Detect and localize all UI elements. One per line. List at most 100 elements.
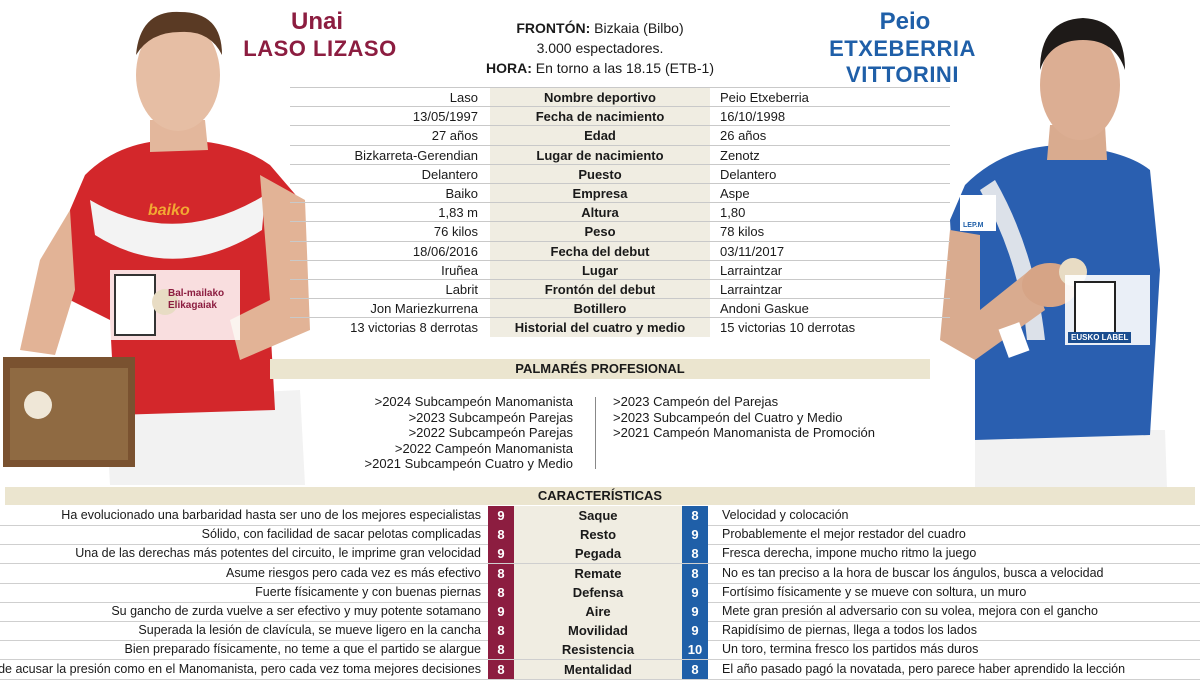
caracteristica-right-score: 10 bbox=[682, 640, 708, 660]
caracteristica-row: Superada la lesión de clavícula, se muev… bbox=[0, 621, 1200, 642]
comparison-row: Iruñea Lugar Larraintzar bbox=[290, 259, 950, 280]
comparison-row: 13/05/1997 Fecha de nacimiento 16/10/1998 bbox=[290, 106, 950, 127]
player-photo-etxeberria: EUSKO LABEL LEP.M bbox=[935, 10, 1200, 488]
comparison-label: Botillero bbox=[490, 299, 710, 319]
caracteristica-label: Resto bbox=[514, 525, 682, 545]
sponsor-text: Bal-mailako Elikagaiak bbox=[168, 288, 225, 311]
comparison-left-value: Delantero bbox=[421, 166, 478, 182]
palmares-right-item: >2023 Subcampeón del Cuatro y Medio bbox=[613, 409, 843, 425]
caracteristica-label: Resistencia bbox=[514, 640, 682, 660]
caracteristica-right-score: 8 bbox=[682, 563, 708, 583]
comparison-left-value: 13/05/1997 bbox=[412, 109, 478, 125]
venue-hora: HORA: En torno a las 18.15 (ETB-1) bbox=[440, 60, 760, 76]
comparison-row: Labrit Frontón del debut Larraintzar bbox=[290, 279, 950, 299]
caracteristica-right-score: 9 bbox=[682, 525, 708, 545]
comparison-right-value: Larraintzar bbox=[720, 282, 783, 297]
caracteristica-label: Aire bbox=[514, 602, 682, 621]
lepm-logo: LEP.M bbox=[963, 222, 984, 229]
comparison-left-value: Jon Mariezkurrena bbox=[370, 301, 478, 317]
comparison-left-value: 76 kilos bbox=[433, 224, 478, 240]
caracteristica-left-score: 8 bbox=[488, 525, 514, 545]
caracteristica-right-text: No es tan preciso a la hora de buscar lo… bbox=[722, 565, 1104, 580]
palmares-right-item: >2023 Campeón del Parejas bbox=[613, 394, 779, 409]
palmares-left-item: >2023 Subcampeón Parejas bbox=[408, 409, 573, 425]
caracteristica-left-score: 8 bbox=[488, 563, 514, 583]
caracteristica-label: Pegada bbox=[514, 544, 682, 564]
caracteristica-left-text: Bien preparado físicamente, no teme a qu… bbox=[124, 642, 481, 657]
left-player-last-name: LASO LIZASO bbox=[243, 36, 397, 61]
caracteristica-right-score: 8 bbox=[682, 659, 708, 679]
caracteristica-left-score: 9 bbox=[488, 506, 514, 525]
caracteristica-right-text: Fresca derecha, impone mucho ritmo la ju… bbox=[722, 546, 977, 561]
comparison-label: Edad bbox=[490, 126, 710, 146]
comparison-left-value: 13 victorias 8 derrotas bbox=[350, 320, 478, 336]
caracteristica-right-text: El año pasado pagó la novatada, pero par… bbox=[722, 661, 1126, 676]
caracteristica-row: Asume riesgos pero cada vez es más efect… bbox=[0, 563, 1200, 584]
comparison-label: Fecha de nacimiento bbox=[490, 107, 710, 127]
left-player-first-name: Unai bbox=[290, 8, 343, 35]
caracteristica-right-score: 8 bbox=[682, 544, 708, 564]
hora-value: En torno a las 18.15 (ETB-1) bbox=[535, 60, 714, 76]
comparison-right-value: Aspe bbox=[720, 186, 750, 201]
comparison-row: Baiko Empresa Aspe bbox=[290, 183, 950, 203]
venue-spectators: 3.000 espectadores. bbox=[536, 40, 664, 56]
comparison-left-value: 1,83 m bbox=[438, 205, 478, 221]
comparison-label: Lugar bbox=[490, 260, 710, 280]
caracteristica-right-score: 9 bbox=[682, 621, 708, 641]
comparison-right-value: 15 victorias 10 derrotas bbox=[720, 320, 856, 336]
comparison-right-value: 78 kilos bbox=[720, 224, 765, 240]
caracteristica-right-score: 9 bbox=[682, 602, 708, 621]
comparison-row: Delantero Puesto Delantero bbox=[290, 163, 950, 184]
comparison-left-value: Labrit bbox=[445, 282, 478, 297]
caracteristica-left-score: 9 bbox=[488, 544, 514, 564]
comparison-label: Frontón del debut bbox=[490, 280, 710, 299]
palmares-right-item: >2021 Campeón Manomanista de Promoción bbox=[613, 425, 875, 440]
player-photo-laso: baiko Bal-mailako Elikagaiak bbox=[0, 0, 320, 485]
caracteristica-left-text: Su gancho de zurda vuelve a ser efectivo… bbox=[111, 604, 481, 618]
comparison-row: 18/06/2016 Fecha del debut 03/11/2017 bbox=[290, 240, 950, 261]
comparison-row: Laso Nombre deportivo Peio Etxeberria bbox=[290, 87, 950, 107]
comparison-left-value: Laso bbox=[449, 90, 478, 105]
baiko-logo: baiko bbox=[148, 202, 190, 219]
caracteristica-label: Remate bbox=[514, 563, 682, 583]
comparison-right-value: Peio Etxeberria bbox=[720, 90, 809, 105]
caracteristica-row: Ha evolucionado una barbaridad hasta ser… bbox=[0, 506, 1200, 526]
caracteristica-label: Saque bbox=[514, 506, 682, 525]
palmares-left-item: >2021 Subcampeón Cuatro y Medio bbox=[364, 456, 574, 471]
palmares-left-item: >2024 Subcampeón Manomanista bbox=[374, 394, 573, 409]
caracteristica-label: Defensa bbox=[514, 582, 682, 602]
comparison-right-value: 16/10/1998 bbox=[720, 109, 786, 125]
comparison-right-value: Delantero bbox=[720, 166, 777, 182]
fronton-label: FRONTÓN: bbox=[516, 20, 591, 36]
palmares-title: PALMARÉS PROFESIONAL bbox=[270, 359, 930, 379]
caracteristicas-title: CARACTERÍSTICAS bbox=[5, 487, 1195, 505]
caracteristica-left-text: Asume riesgos pero cada vez es más efect… bbox=[226, 565, 481, 580]
comparison-row: 27 años Edad 26 años bbox=[290, 125, 950, 146]
comparison-left-value: 18/06/2016 bbox=[412, 243, 478, 259]
caracteristica-row: Una de las derechas más potentes del cir… bbox=[0, 544, 1200, 565]
comparison-right-value: Andoni Gaskue bbox=[720, 301, 809, 317]
comparison-label: Nombre deportivo bbox=[490, 88, 710, 107]
right-player-first-name: Peio bbox=[879, 8, 931, 35]
caracteristica-left-text: Fuerte físicamente y con buenas piernas bbox=[255, 584, 481, 599]
caracteristica-right-score: 9 bbox=[682, 582, 708, 602]
comparison-row: 1,83 m Altura 1,80 bbox=[290, 202, 950, 223]
caracteristica-row: Puede acusar la presión como en el Manom… bbox=[0, 659, 1200, 680]
caracteristica-right-text: Probablemente el mejor restador del cuad… bbox=[722, 527, 966, 542]
caracteristica-right-text: Un toro, termina fresco los partidos más… bbox=[722, 642, 979, 657]
comparison-left-value: 27 años bbox=[431, 128, 478, 144]
comparison-left-value: Iruñea bbox=[441, 262, 478, 278]
comparison-label: Lugar de nacimiento bbox=[490, 145, 710, 165]
caracteristica-left-score: 8 bbox=[488, 640, 514, 660]
comparison-row: 76 kilos Peso 78 kilos bbox=[290, 221, 950, 242]
caracteristica-right-text: Rapidísimo de piernas, llega a todos los… bbox=[722, 623, 978, 638]
caracteristica-label: Mentalidad bbox=[514, 659, 682, 679]
comparison-label: Fecha del debut bbox=[490, 241, 710, 261]
fronton-value: Bizkaia (Bilbo) bbox=[594, 20, 684, 36]
caracteristica-left-score: 9 bbox=[488, 602, 514, 621]
comparison-label: Historial del cuatro y medio bbox=[490, 318, 710, 338]
comparison-row: Jon Mariezkurrena Botillero Andoni Gaskue bbox=[290, 298, 950, 319]
comparison-label: Peso bbox=[490, 222, 710, 242]
caracteristica-right-text: Velocidad y colocación bbox=[722, 508, 849, 522]
right-player-last-name: ETXEBERRIA VITTORINI bbox=[829, 36, 976, 87]
